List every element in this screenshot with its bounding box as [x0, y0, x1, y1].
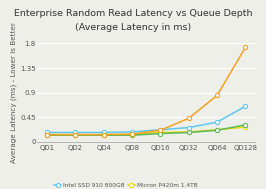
Text: (Average Latency in ms): (Average Latency in ms) — [75, 23, 191, 32]
Intel P3700 1.6TB — [187, 131, 190, 134]
Y-axis label: Average Latency (ms) - Lower is Better: Average Latency (ms) - Lower is Better — [11, 22, 18, 163]
Intel P3700 1.6TB — [45, 134, 49, 136]
Intel P3700 1.6TB — [244, 124, 247, 126]
Intel P3700 1.6TB — [159, 132, 162, 135]
Micron P420m 1.4TB — [187, 131, 190, 133]
Intel SSD 910 800GB — [159, 129, 162, 131]
Intel SSD DC S3700 200GB — [187, 117, 190, 119]
Micron P420m 1.4TB — [215, 129, 219, 131]
Line: Intel P3700 1.6TB: Intel P3700 1.6TB — [45, 123, 248, 137]
Line: Micron P420m 1.4TB: Micron P420m 1.4TB — [45, 125, 248, 137]
Intel SSD DC S3700 200GB — [74, 133, 77, 136]
Intel SSD DC S3700 200GB — [45, 133, 49, 136]
Intel SSD 910 800GB — [102, 131, 105, 134]
Intel SSD DC S3700 200GB — [244, 46, 247, 48]
Micron P420m 1.4TB — [102, 133, 105, 136]
Intel P3700 1.6TB — [102, 134, 105, 136]
Line: Intel SSD 910 800GB: Intel SSD 910 800GB — [45, 104, 248, 135]
Micron P420m 1.4TB — [131, 133, 134, 136]
Text: Enterprise Random Read Latency vs Queue Depth: Enterprise Random Read Latency vs Queue … — [14, 9, 252, 19]
Intel P3700 1.6TB — [74, 134, 77, 136]
Intel SSD 910 800GB — [187, 126, 190, 129]
Intel SSD 910 800GB — [131, 131, 134, 133]
Intel SSD 910 800GB — [74, 131, 77, 134]
Micron P420m 1.4TB — [159, 131, 162, 134]
Intel SSD DC S3700 200GB — [102, 133, 105, 136]
Intel P3700 1.6TB — [131, 134, 134, 136]
Intel P3700 1.6TB — [215, 129, 219, 131]
Intel SSD 910 800GB — [244, 105, 247, 107]
Legend: Intel SSD 910 800GB, Intel P3700 1.6TB, Micron P420m 1.4TB, Intel SSD DC S3700 2: Intel SSD 910 800GB, Intel P3700 1.6TB, … — [53, 182, 218, 189]
Intel SSD DC S3700 200GB — [131, 133, 134, 135]
Intel SSD 910 800GB — [45, 131, 49, 134]
Intel SSD DC S3700 200GB — [159, 129, 162, 131]
Intel SSD 910 800GB — [215, 121, 219, 123]
Line: Intel SSD DC S3700 200GB: Intel SSD DC S3700 200GB — [45, 45, 248, 137]
Micron P420m 1.4TB — [74, 133, 77, 136]
Micron P420m 1.4TB — [244, 126, 247, 128]
Intel SSD DC S3700 200GB — [215, 94, 219, 96]
Micron P420m 1.4TB — [45, 133, 49, 136]
